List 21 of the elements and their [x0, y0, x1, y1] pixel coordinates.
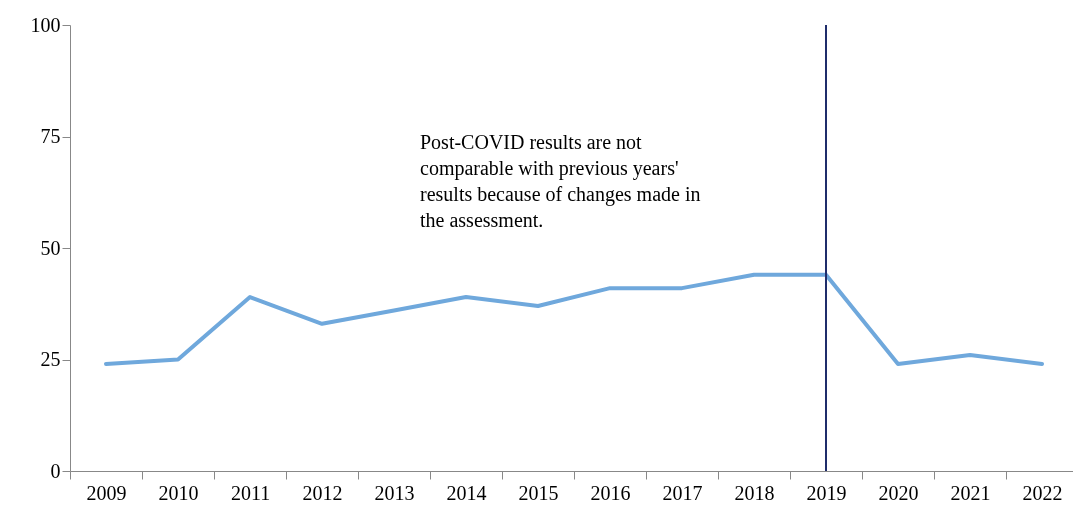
y-tick-label: 0 — [50, 459, 61, 482]
x-tick-label: 2019 — [806, 481, 847, 504]
y-tick-label: 50 — [40, 236, 61, 259]
x-tick-label: 2013 — [374, 481, 415, 504]
x-tick-label: 2014 — [446, 481, 487, 504]
x-tick-label: 2009 — [86, 481, 127, 504]
y-tick-label: 75 — [40, 125, 61, 147]
x-tick-label: 2017 — [662, 481, 703, 504]
x-tick-label: 2022 — [1022, 481, 1063, 504]
annotation: Post-COVID results are not comparable with previous years' results because of changes made in the assessment. — [420, 131, 701, 231]
x-tick-label: 2020 — [878, 481, 919, 504]
line-series — [104, 272, 1044, 366]
x-tick-label: 2021 — [950, 481, 991, 504]
x-tick-label: 2015 — [518, 481, 559, 504]
y-tick-label: 25 — [40, 348, 61, 370]
x-tick-label: 2016 — [590, 481, 631, 504]
x-tick-label: 2012 — [302, 481, 343, 504]
x-tick-label: 2018 — [734, 481, 775, 504]
x-tick-label: 2010 — [158, 481, 199, 504]
y-tick-label: 100 — [30, 13, 61, 36]
x-tick-label: 2011 — [230, 481, 271, 504]
